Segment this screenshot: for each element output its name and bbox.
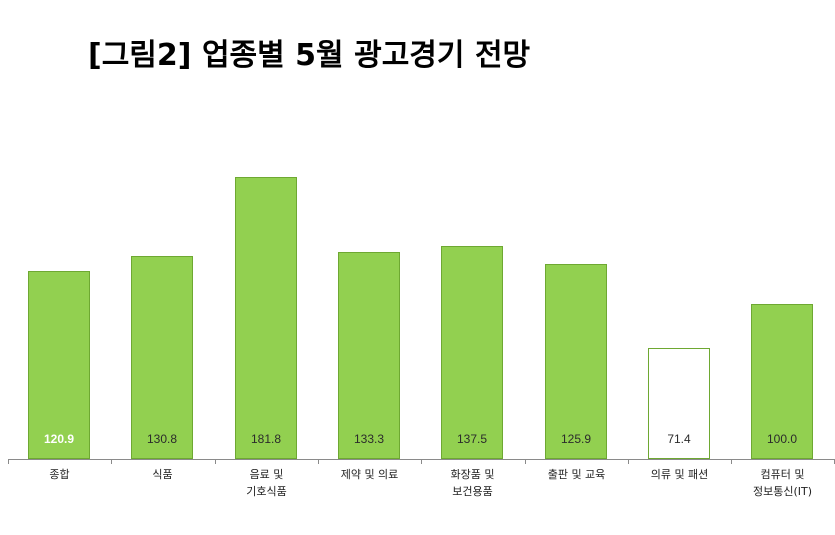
x-axis-tick [8, 459, 9, 464]
bar: 125.9 [545, 264, 607, 459]
bar-value-label: 71.4 [667, 432, 691, 446]
x-axis-tick [731, 459, 732, 464]
bar-value-label: 137.5 [456, 432, 488, 446]
bar: 100.0 [751, 304, 813, 459]
x-axis-tick [111, 459, 112, 464]
x-axis-tick [628, 459, 629, 464]
bar: 133.3 [338, 252, 400, 459]
category-label: 종합 [49, 468, 70, 481]
x-axis-tick [318, 459, 319, 464]
chart-title: [그림2] 업종별 5월 광고경기 전망 [88, 38, 531, 73]
x-axis-tick [421, 459, 422, 464]
bar-value-label: 130.8 [146, 432, 178, 446]
x-axis-tick [525, 459, 526, 464]
category-label: 식품 [152, 468, 173, 481]
bar: 130.8 [131, 256, 193, 459]
bar-value-label: 100.0 [766, 432, 798, 446]
x-axis-tick [215, 459, 216, 464]
bar-value-label: 125.9 [560, 432, 592, 446]
category-label: 제약 및 의료 [340, 468, 399, 481]
category-label: 출판 및 교육 [547, 468, 606, 481]
bar-value-label: 120.9 [43, 432, 75, 446]
category-label: 화장품 및 보건용품 [450, 468, 495, 498]
bar: 181.8 [235, 177, 297, 459]
category-label: 음료 및 기호식품 [246, 468, 287, 498]
bar: 71.4 [648, 348, 710, 459]
bar: 137.5 [441, 246, 503, 459]
bar-value-label: 181.8 [250, 432, 282, 446]
bar-value-label: 133.3 [353, 432, 385, 446]
category-label: 의류 및 패션 [650, 468, 709, 481]
bar: 120.9 [28, 271, 90, 459]
category-label: 컴퓨터 및 정보통신(IT) [752, 468, 813, 498]
